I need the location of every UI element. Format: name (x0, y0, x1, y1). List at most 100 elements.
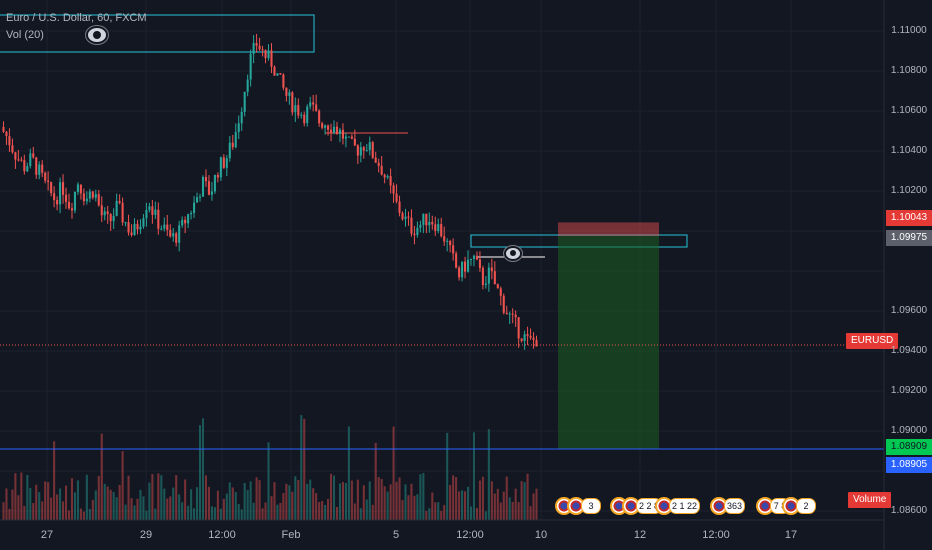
candle-body (312, 102, 315, 105)
candle-body (258, 45, 261, 50)
volume-bar (79, 508, 82, 520)
volume-bar (17, 495, 20, 520)
volume-bar (234, 492, 237, 520)
candle-body (196, 197, 199, 203)
price-tick: 1.09200 (890, 385, 928, 396)
volume-bar (44, 481, 47, 520)
event-count: 363 (724, 498, 746, 514)
candle-body (56, 199, 59, 205)
volume-bar (82, 511, 85, 520)
volume-bar (193, 508, 196, 520)
symbol-legend[interactable]: Euro / U.S. Dollar, 60, FXCM (6, 10, 147, 27)
volume-bar (56, 494, 59, 520)
candle-body (475, 255, 478, 260)
candle-body (136, 223, 139, 230)
volume-bar (136, 498, 139, 520)
volume-tag: Volume (848, 492, 892, 508)
volume-legend[interactable]: Vol (20) (6, 27, 147, 44)
economic-event[interactable]: 363 (710, 496, 746, 516)
volume-bar (157, 473, 160, 520)
candle-body (431, 221, 434, 225)
grid (0, 0, 884, 520)
candle-body (401, 212, 404, 220)
volume-bar (327, 498, 330, 520)
chart-legend: Euro / U.S. Dollar, 60, FXCM Vol (20) (6, 10, 147, 44)
volume-bar (267, 442, 270, 520)
volume-bar (273, 482, 276, 520)
volume-bar (431, 492, 434, 520)
volume-bar (434, 502, 437, 520)
volume-histogram (2, 415, 538, 520)
volume-bar (115, 497, 118, 520)
candle-body (285, 87, 288, 96)
volume-bar (2, 502, 5, 520)
candle-body (2, 127, 5, 132)
economic-event[interactable]: 2 (782, 496, 816, 516)
volume-bar (416, 494, 419, 520)
candle-body (207, 181, 210, 195)
volume-bar (261, 508, 264, 520)
eye-icon[interactable] (86, 26, 108, 44)
candle-body (184, 219, 187, 224)
volume-bar (160, 475, 163, 520)
candle-body (511, 313, 514, 315)
volume-bar (70, 478, 74, 520)
candles (2, 33, 538, 350)
symbol-tag: EURUSD (846, 333, 899, 349)
candle-body (193, 202, 196, 213)
economic-event[interactable]: 2 1 22 (655, 496, 701, 516)
volume-bar (455, 477, 458, 520)
candle-body (321, 123, 324, 128)
volume-bar (377, 477, 380, 520)
volume-bar (181, 502, 184, 520)
candle-body (237, 123, 240, 133)
target-zone (558, 236, 659, 450)
candle-body (97, 194, 100, 206)
candle-body (452, 245, 455, 254)
candle-body (70, 208, 74, 211)
volume-bar (502, 491, 505, 520)
candle-body (347, 136, 350, 138)
volume-bar (38, 492, 41, 520)
candle-body (404, 216, 407, 220)
candle-body (157, 209, 160, 229)
volume-bar (496, 488, 499, 520)
economic-event[interactable]: 3 (555, 496, 601, 516)
volume-bar (213, 507, 216, 520)
candle-body (14, 152, 17, 160)
candle-body (267, 50, 270, 59)
candle-body (29, 153, 32, 167)
volume-bar (163, 488, 166, 520)
volume-bar (11, 489, 14, 520)
candle-body (532, 337, 535, 340)
candle-body (142, 218, 145, 227)
candle-body (38, 164, 41, 175)
eye-icon-zone[interactable] (504, 246, 522, 261)
time-tick: Feb (281, 529, 301, 541)
candle-body (502, 295, 505, 313)
candle-body (327, 125, 330, 130)
volume-bar (332, 475, 336, 520)
volume-bar (511, 501, 514, 520)
candle-body (59, 182, 62, 205)
volume-bar (428, 508, 431, 520)
volume-bar (216, 490, 219, 520)
price-axis[interactable] (0, 0, 885, 550)
price-tick: 1.09400 (890, 345, 928, 356)
candle-body (213, 174, 216, 192)
candle-body (356, 145, 359, 156)
event-count: 3 (581, 498, 601, 514)
candle-body (300, 114, 303, 116)
volume-bar (440, 510, 443, 520)
volume-bar (514, 488, 517, 520)
volume-bar (145, 510, 148, 520)
volume-bar (318, 501, 321, 520)
volume-bar (130, 498, 133, 520)
candle-body (67, 201, 71, 209)
candle-body (461, 261, 464, 278)
volume-bar (475, 507, 478, 520)
volume-bar (219, 508, 222, 520)
volume-bar (20, 472, 23, 520)
volume-bar (166, 498, 169, 520)
